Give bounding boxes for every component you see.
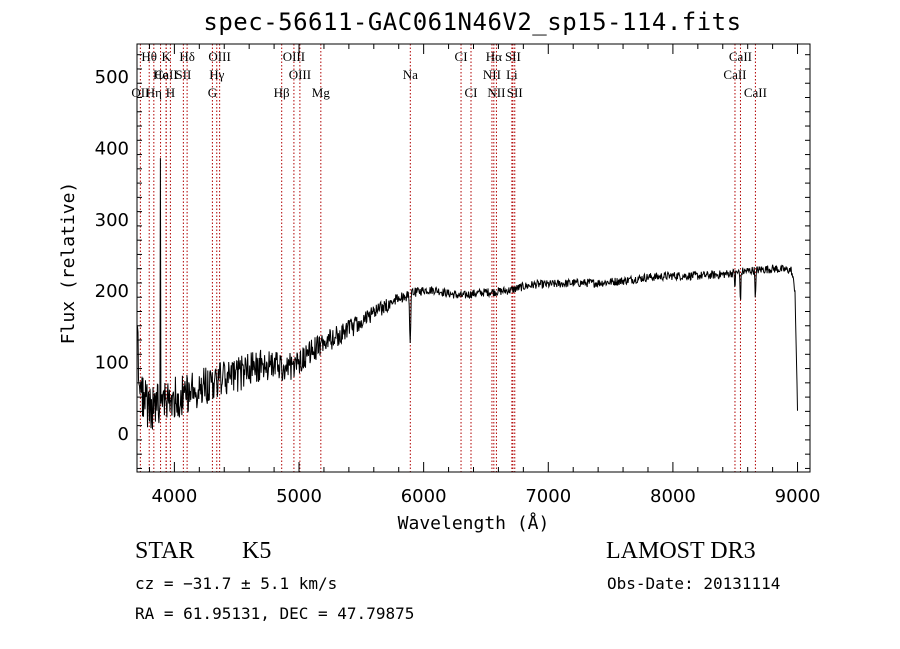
observation-date: Obs-Date: 20131114: [607, 574, 781, 593]
x-tick-label: 4000: [151, 486, 197, 507]
line-marker-label: CaII: [729, 49, 752, 64]
object-class: STAR: [135, 538, 195, 564]
line-marker-label: CI: [465, 85, 478, 100]
x-axis-label: Wavelength (Å): [398, 512, 550, 534]
y-tick-label: 400: [95, 138, 129, 159]
line-marker-label: He: [153, 67, 168, 82]
plot-frame: [136, 43, 811, 473]
x-tick-label: 5000: [276, 486, 322, 507]
y-axis-label: Flux (relative): [58, 182, 79, 345]
redshift-velocity: cz = −31.7 ± 5.1 km/s: [135, 574, 338, 593]
line-marker-label: CI: [455, 49, 468, 64]
line-marker-label: CaII: [744, 85, 767, 100]
line-marker-label: Hα: [486, 49, 502, 64]
line-marker-label: OIII: [283, 49, 305, 64]
line-marker-label: Mg: [312, 85, 331, 100]
y-tick-label: 300: [95, 210, 129, 231]
y-tick-label: 0: [118, 424, 129, 445]
line-marker-label: OIII: [208, 49, 230, 64]
line-marker-label: Hβ: [274, 85, 290, 100]
line-marker-label: Na: [403, 67, 418, 82]
y-tick-label: 200: [95, 281, 129, 302]
spectrum-line: [136, 158, 798, 430]
line-marker-label: Hδ: [179, 49, 195, 64]
line-markers: [139, 44, 756, 472]
line-marker-label: CaII: [155, 67, 178, 82]
object-subclass: K5: [242, 538, 272, 564]
line-marker-label: OII: [131, 85, 149, 100]
line-marker-label: G: [208, 85, 217, 100]
axes: 4000 5000 6000 7000 8000 9000 0 100 200 300 400 500…: [58, 43, 821, 534]
x-tick-label: 9000: [775, 486, 821, 507]
x-tick-label: 8000: [650, 486, 696, 507]
line-marker-label: K: [161, 49, 171, 64]
line-marker-label: Hθ: [141, 49, 157, 64]
y-tick-label: 500: [95, 67, 129, 88]
line-marker-label: CaII: [723, 67, 746, 82]
spectrum: [136, 158, 798, 430]
line-marker-label: SII: [505, 49, 521, 64]
survey-name: LAMOST DR3: [606, 538, 756, 564]
line-marker-label: NII: [487, 85, 505, 100]
chart-title: spec-56611-GAC061N46V2_sp15-114.fits: [203, 8, 742, 36]
line-marker-label: OIII: [289, 67, 311, 82]
x-tick-label: 6000: [401, 486, 447, 507]
line-marker-label: SII: [507, 85, 523, 100]
x-tick-label: 7000: [525, 486, 571, 507]
line-marker-label: Hγ: [209, 67, 224, 82]
line-marker-label: SII: [175, 67, 191, 82]
line-marker-label: Li: [506, 67, 518, 82]
y-tick-label: 100: [95, 352, 129, 373]
line-marker-label: H: [166, 85, 175, 100]
sky-coordinates: RA = 61.95131, DEC = 47.79875: [135, 604, 415, 623]
line-marker-label: Hη: [146, 85, 162, 100]
line-marker-label: NII: [483, 67, 501, 82]
